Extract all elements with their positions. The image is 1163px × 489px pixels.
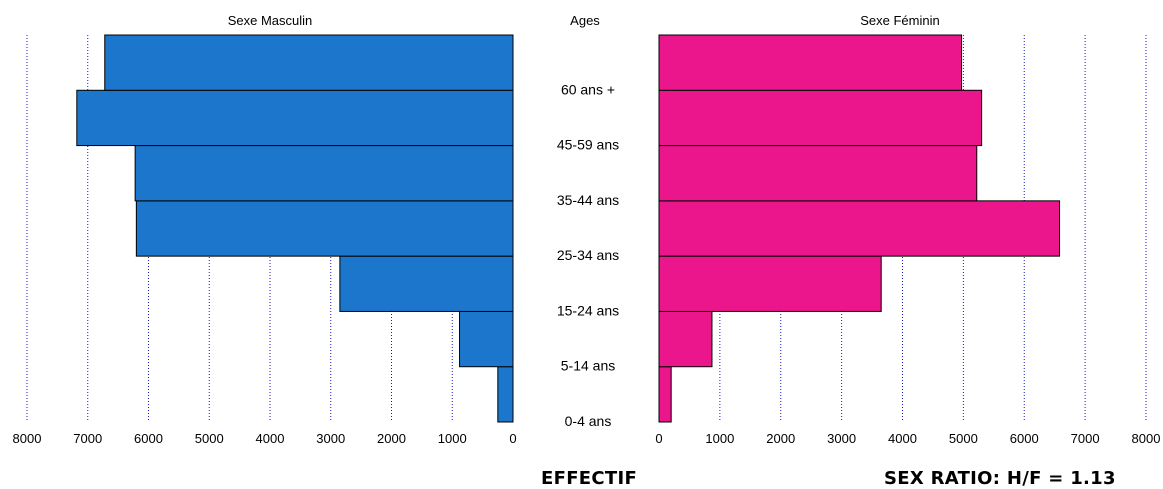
age-group-label: 25-34 ans [557,247,619,263]
female-bar [658,310,713,368]
female-bar [658,145,978,202]
female-x-tick-label: 7000 [1071,431,1100,446]
male-x-tick-label: 4000 [256,431,285,446]
male-bar [497,366,514,423]
female-x-tick-label: 2000 [766,431,795,446]
male-bar [339,255,514,312]
female-panel-title: Sexe Féminin [860,13,939,28]
age-group-label: 60 ans + [561,81,615,97]
age-column-header: Ages [570,13,600,28]
male-bar [76,89,514,147]
male-x-tick-label: 2000 [377,431,406,446]
male-x-tick-label: 6000 [134,431,163,446]
age-group-label: 15-24 ans [557,302,619,318]
male-bar [135,200,514,257]
female-bar [658,255,882,312]
female-x-tick-label: 3000 [827,431,856,446]
x-axis-title: EFFECTIF [541,468,638,489]
age-group-label: 0-4 ans [565,413,612,429]
female-bar [658,89,983,147]
male-bar [134,145,514,202]
female-x-tick-label: 4000 [888,431,917,446]
male-bar [459,310,514,368]
male-bar [104,34,514,91]
male-x-tick-label: 5000 [195,431,224,446]
female-x-tick-label: 6000 [1010,431,1039,446]
male-x-tick-label: 1000 [438,431,467,446]
female-bar [658,200,1061,257]
female-x-tick-label: 5000 [949,431,978,446]
female-x-tick-label: 8000 [1132,431,1161,446]
age-group-label: 35-44 ans [557,192,619,208]
male-x-tick-label: 7000 [73,431,102,446]
female-bar [658,34,963,91]
sex-ratio-annotation: SEX RATIO: H/F = 1.13 [884,468,1116,489]
female-bar [658,366,672,423]
male-panel-title: Sexe Masculin [228,13,313,28]
female-x-tick-label: 0 [655,431,662,446]
male-x-tick-label: 8000 [13,431,42,446]
age-group-label: 5-14 ans [561,358,615,374]
female-x-tick-label: 1000 [705,431,734,446]
male-x-tick-label: 0 [509,431,516,446]
male-x-tick-label: 3000 [316,431,345,446]
age-group-label: 45-59 ans [557,137,619,153]
